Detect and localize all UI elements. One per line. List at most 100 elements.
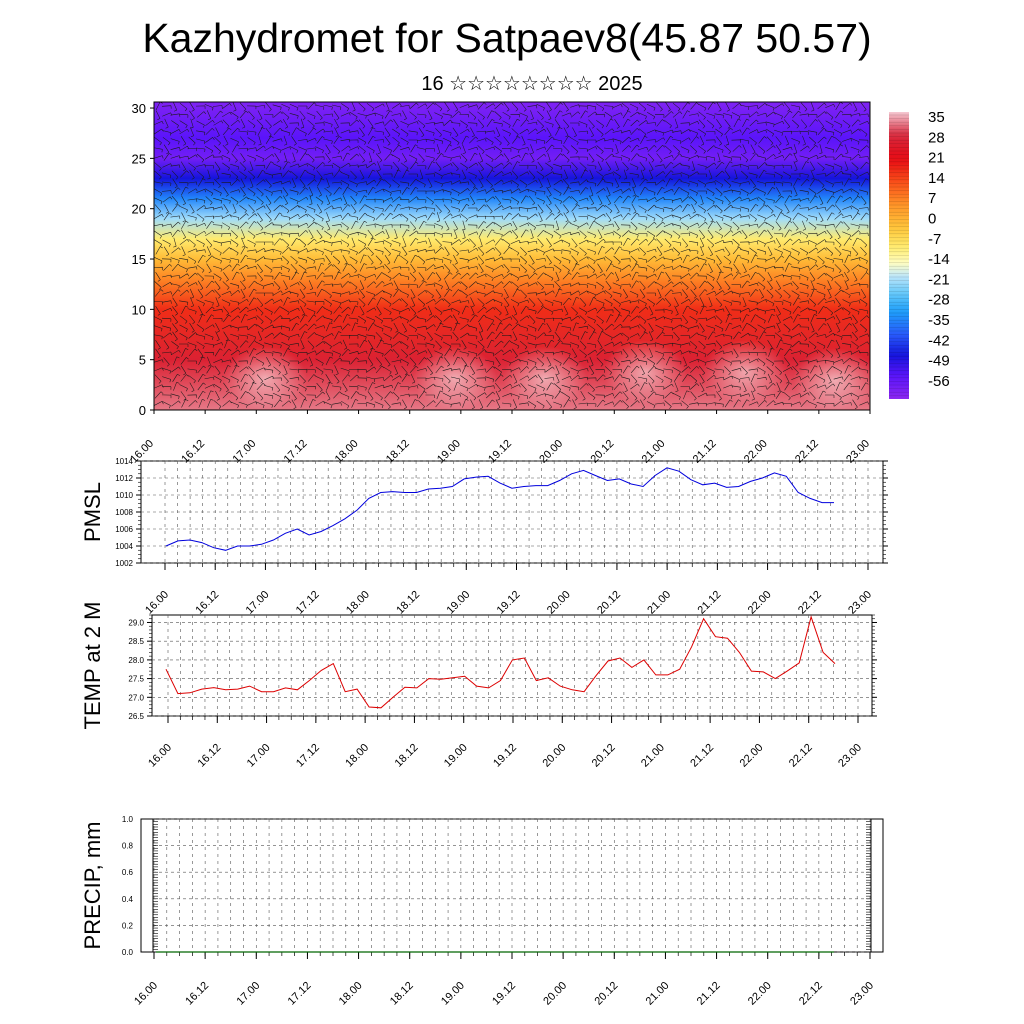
temp-2m-frame — [151, 614, 873, 717]
temp-2m-series-line — [165, 615, 836, 709]
colorbar-label: 28 — [928, 129, 945, 146]
y-tick-label: 1012 — [115, 474, 133, 483]
x-tick-label: 20.12 — [595, 589, 623, 617]
y-tick-label: 0 — [139, 403, 146, 418]
colorbar-label: -28 — [928, 292, 950, 309]
precip-panel: 0.0 0.2 0.4 0.6 0.8 1.0 16.00 16.12 17.00 17.12 18… — [80, 815, 884, 1008]
y-tick-label: 5 — [139, 353, 146, 368]
temp-2m-axis-label: TEMP at 2 M — [80, 602, 105, 730]
y-tick-label: 1004 — [115, 542, 133, 551]
y-tick-label: 1.0 — [122, 815, 134, 824]
x-tick-label: 20.00 — [540, 742, 568, 770]
pmsl-axis-label: PMSL — [80, 482, 105, 542]
y-tick-label: 1010 — [115, 491, 133, 500]
x-tick-label: 18.12 — [394, 589, 422, 617]
x-tick-label: 22.00 — [746, 589, 774, 617]
x-tick-label: 19.12 — [491, 742, 519, 770]
x-tick-label: 22.00 — [746, 980, 774, 1008]
y-tick-label: 25 — [132, 151, 146, 166]
y-tick-label: 0.8 — [122, 842, 134, 851]
x-tick-label: 20.12 — [590, 742, 618, 770]
colorbar-label: -7 — [928, 231, 941, 248]
warm-blob — [603, 340, 687, 404]
wind-barb-paths — [154, 102, 870, 410]
x-tick-label: 19.00 — [444, 589, 472, 617]
x-tick-label: 22.12 — [787, 742, 815, 770]
x-tick-label: 17.12 — [294, 589, 322, 617]
x-tick-label: 21.12 — [696, 589, 724, 617]
x-tick-label: 16.12 — [193, 589, 221, 617]
y-tick-label: 26.5 — [128, 712, 144, 721]
pmsl-series-line — [165, 467, 834, 551]
colorbar-gradient — [889, 112, 909, 399]
x-tick-label: 20.00 — [541, 980, 569, 1008]
x-tick-label: 21.12 — [695, 980, 723, 1008]
y-tick-label: 10 — [132, 302, 146, 317]
x-tick-label: 20.00 — [545, 589, 573, 617]
x-tick-label: 19.00 — [442, 742, 470, 770]
x-tick-label: 19.12 — [495, 589, 523, 617]
precip-axis-label: PRECIP, mm — [80, 822, 105, 950]
x-tick-label: 16.00 — [143, 589, 171, 617]
x-tick-label: 17.00 — [244, 589, 272, 617]
colorbar-label: 7 — [928, 190, 936, 207]
chart-title: Kazhydromet for Satpaev8(45.87 50.57) — [142, 15, 872, 61]
x-tick-label: 19.00 — [439, 980, 467, 1008]
colorbar-label: -49 — [928, 353, 950, 370]
colorbar-label: 21 — [928, 150, 945, 167]
colorbar-label: -21 — [928, 271, 950, 288]
warm-blob — [793, 348, 870, 410]
colorbar-label: -56 — [928, 373, 950, 390]
colorbar-label: 35 — [928, 109, 945, 126]
x-tick-label: 21.00 — [644, 980, 672, 1008]
colorbar-label: 14 — [928, 170, 945, 187]
x-tick-label: 18.00 — [337, 980, 365, 1008]
x-tick-label: 19.12 — [490, 980, 518, 1008]
y-tick-label: 30 — [132, 101, 146, 116]
colorbar: 35 28 21 14 7 0 -7 -14 -21 -28 -35 -42 -49 -56 — [889, 109, 950, 399]
temp-panel: 26.5 27.0 27.5 28.0 28.5 29.0 16.00 16.12 17.00 1… — [80, 602, 877, 770]
x-tick-label: 16.12 — [195, 742, 223, 770]
x-tick-label: 17.00 — [245, 742, 273, 770]
y-tick-label: 27.5 — [128, 675, 144, 684]
y-tick-label: 0.4 — [122, 895, 134, 904]
x-tick-label: 17.12 — [286, 980, 314, 1008]
y-tick-label: 27.0 — [128, 693, 144, 702]
x-tick-label: 18.00 — [344, 589, 372, 617]
y-tick-label: 1014 — [115, 457, 133, 466]
y-tick-label: 20 — [132, 202, 146, 217]
x-tick-label: 21.12 — [688, 742, 716, 770]
x-tick-label: 21.00 — [645, 589, 673, 617]
y-tick-label: 15 — [132, 252, 146, 267]
y-tick-label: 29.0 — [128, 618, 144, 627]
x-tick-label: 22.12 — [797, 980, 825, 1008]
x-tick-label: 16.12 — [183, 980, 211, 1008]
x-tick-label: 23.00 — [836, 742, 864, 770]
pmsl-panel: 1002 1004 1006 1008 1010 1012 1014 16.00 16.12 17… — [80, 457, 888, 617]
x-tick-label: 22.12 — [796, 589, 824, 617]
x-tick-label: 18.12 — [388, 980, 416, 1008]
colorbar-label: -14 — [928, 251, 950, 268]
x-tick-label: 20.12 — [592, 980, 620, 1008]
x-tick-label: 22.00 — [738, 742, 766, 770]
chart-subtitle: 16 ☆☆☆☆☆☆☆☆ 2025 — [421, 73, 643, 95]
x-tick-label: 16.00 — [132, 980, 160, 1008]
colorbar-label: 0 — [928, 211, 936, 228]
y-tick-label: 28.5 — [128, 637, 144, 646]
warm-blob — [503, 346, 587, 410]
x-tick-label: 17.00 — [234, 980, 262, 1008]
x-tick-label: 21.00 — [639, 742, 667, 770]
colorbar-label: -42 — [928, 332, 950, 349]
wind-barbs — [154, 102, 870, 410]
y-tick-label: 28.0 — [128, 656, 144, 665]
x-tick-label: 18.12 — [393, 742, 421, 770]
x-tick-label: 23.00 — [848, 980, 876, 1008]
y-tick-label: 1006 — [115, 525, 133, 534]
y-tick-label: 0.2 — [122, 921, 134, 930]
y-tick-label: 1002 — [115, 559, 133, 568]
surface-warm-blobs — [223, 340, 870, 410]
x-tick-label: 23.00 — [846, 589, 874, 617]
